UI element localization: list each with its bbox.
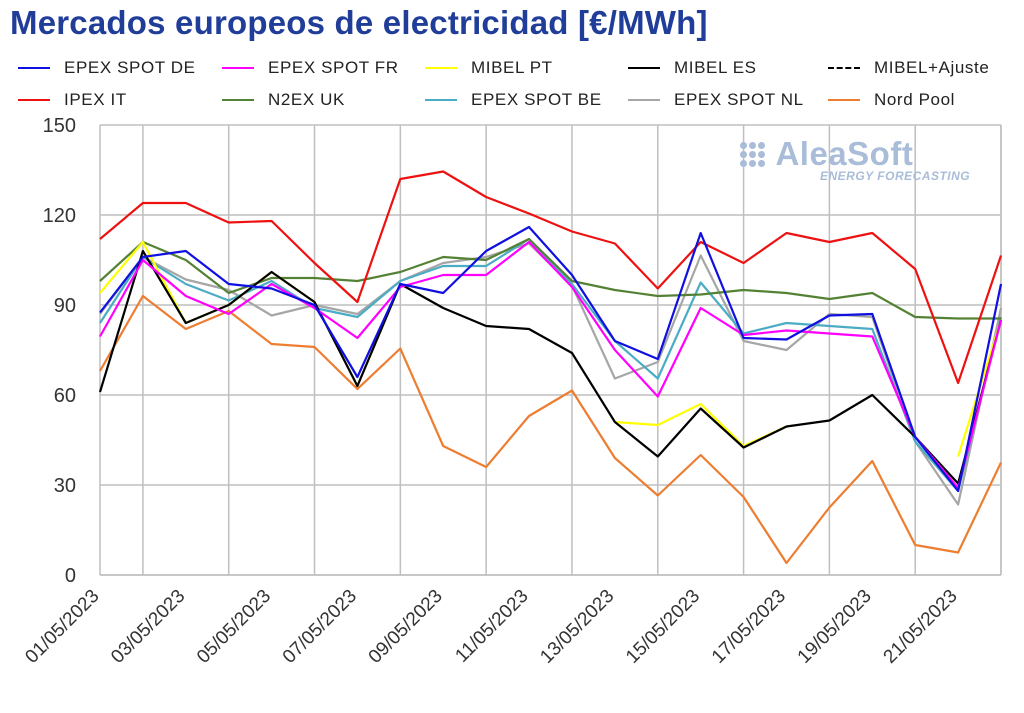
legend-label: MIBEL+Ajuste	[874, 58, 990, 77]
legend-item-mibel-ajuste: MIBEL+Ajuste	[828, 58, 989, 78]
legend-swatch	[628, 67, 660, 69]
chart-legend: EPEX SPOT DE EPEX SPOT FR MIBEL PT MIBEL…	[0, 58, 1024, 118]
x-tick-label: 17/05/2023	[708, 586, 790, 668]
series-line-nord-pool	[99, 294, 1002, 565]
series-line-mibel-es	[98, 249, 1003, 485]
x-tick-label: 09/05/2023	[365, 586, 447, 668]
y-tick-label: 30	[54, 475, 76, 497]
legend-swatch	[425, 99, 457, 101]
series-line-epex-spot-fr	[99, 240, 1003, 490]
legend-label: EPEX SPOT BE	[471, 90, 602, 109]
y-tick-label: 150	[43, 115, 76, 137]
legend-swatch	[222, 67, 254, 69]
logo-name: AleaSoft	[775, 135, 914, 172]
y-tick-label: 120	[43, 205, 76, 227]
series-line-epex-spot-nl	[99, 242, 1003, 506]
legend-swatch	[425, 67, 457, 69]
legend-label: EPEX SPOT NL	[674, 90, 804, 109]
legend-item-epex-spot-de: EPEX SPOT DE	[18, 58, 196, 78]
legend-label: EPEX SPOT FR	[268, 58, 399, 77]
y-tick-label: 0	[65, 565, 76, 587]
legend-item-epex-spot-fr: EPEX SPOT FR	[222, 58, 399, 78]
x-tick-label: 01/05/2023	[21, 586, 103, 668]
legend-swatch	[828, 67, 860, 69]
legend-item-epex-spot-nl: EPEX SPOT NL	[628, 90, 804, 110]
legend-label: IPEX IT	[64, 90, 127, 109]
legend-label: MIBEL ES	[674, 58, 757, 77]
logo-subtitle: ENERGY FORECASTING	[820, 169, 971, 183]
x-tick-label: 03/05/2023	[107, 586, 189, 668]
x-tick-label: 13/05/2023	[536, 586, 618, 668]
y-tick-label: 90	[54, 295, 76, 317]
legend-swatch	[828, 99, 860, 101]
x-tick-label: 11/05/2023	[451, 586, 532, 667]
legend-label: N2EX UK	[268, 90, 345, 109]
legend-item-nord-pool: Nord Pool	[828, 90, 955, 110]
legend-label: Nord Pool	[874, 90, 955, 109]
legend-label: EPEX SPOT DE	[64, 58, 196, 77]
legend-item-mibel-pt: MIBEL PT	[425, 58, 553, 78]
y-tick-label: 60	[54, 385, 76, 407]
legend-swatch	[628, 99, 660, 101]
x-tick-label: 07/05/2023	[279, 586, 361, 668]
legend-item-ipex-it: IPEX IT	[18, 90, 127, 110]
legend-item-mibel-es: MIBEL ES	[628, 58, 757, 78]
legend-item-epex-spot-be: EPEX SPOT BE	[425, 90, 602, 110]
x-tick-label: 21/05/2023	[880, 586, 962, 668]
logo-dots-icon	[740, 141, 765, 167]
series-line-epex-spot-be	[99, 237, 1003, 493]
series-line-ipex-it	[99, 170, 1003, 385]
chart-title: Mercados europeos de electricidad [€/MWh…	[10, 4, 708, 41]
legend-swatch	[18, 67, 50, 69]
legend-label: MIBEL PT	[471, 58, 553, 77]
x-tick-label: 15/05/2023	[622, 586, 704, 668]
x-tick-label: 19/05/2023	[794, 586, 876, 668]
legend-item-n2ex-uk: N2EX UK	[222, 90, 345, 110]
aleasoft-logo: AleaSoft ENERGY FORECASTING	[740, 135, 970, 183]
x-tick-label: 05/05/2023	[193, 586, 275, 668]
series-line-epex-spot-de	[99, 225, 1003, 493]
legend-swatch	[222, 99, 254, 101]
legend-swatch	[18, 99, 50, 101]
